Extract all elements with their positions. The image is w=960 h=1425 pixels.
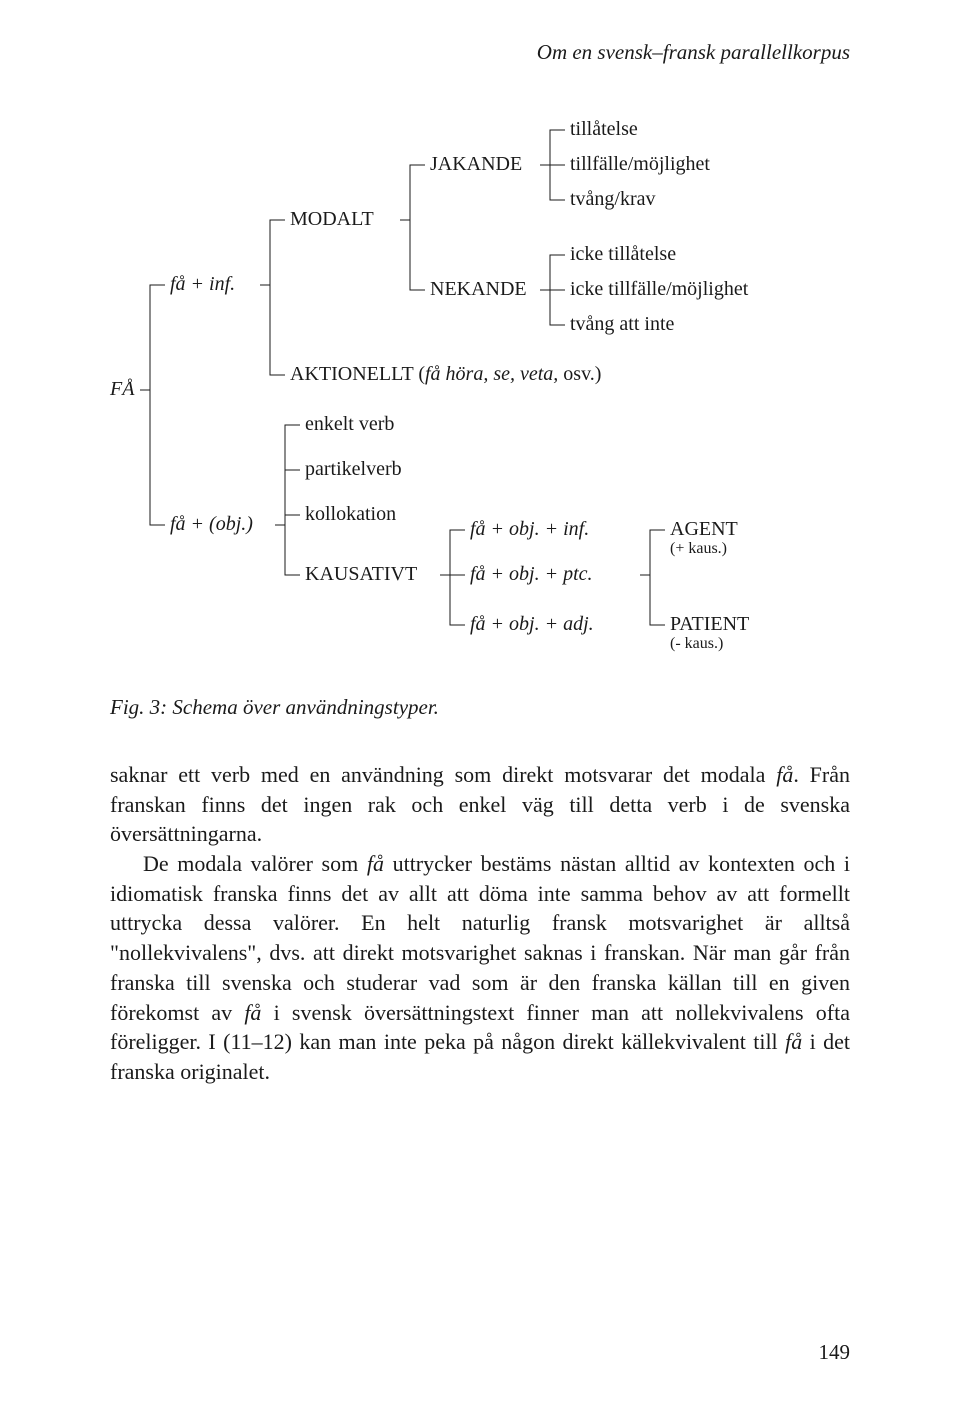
node-tillatelse: tillåtelse — [570, 118, 638, 141]
node-fa-obj-ptc: få + obj. + ptc. — [470, 563, 593, 586]
paragraph-1: saknar ett verb med en användning som di… — [110, 760, 850, 849]
node-tvang-att-inte: tvång att inte — [570, 313, 674, 336]
p1a: saknar ett verb med en användning som di… — [110, 762, 776, 787]
node-icke-tillfalle: icke tillfälle/möjlighet — [570, 278, 748, 301]
p2b: få — [367, 851, 384, 876]
node-tillfalle: tillfälle/möjlighet — [570, 153, 710, 176]
tree-diagram: FÅ få + inf. få + (obj.) MODALT AKTIONEL… — [110, 105, 850, 665]
node-fa-obj: få + (obj.) — [170, 513, 253, 536]
p2f: få — [785, 1029, 802, 1054]
p1b: få — [776, 762, 793, 787]
aktionellt-it: få höra, se, veta, — [425, 363, 558, 385]
p2a: De modala valörer som — [143, 851, 367, 876]
node-kausativt: KAUSATIVT — [305, 563, 417, 586]
node-jakande: JAKANDE — [430, 153, 522, 176]
page-number: 149 — [819, 1340, 851, 1365]
paragraph-2: De modala valörer som få uttrycker bestä… — [110, 849, 850, 1087]
node-fa-obj-inf: få + obj. + inf. — [470, 518, 589, 541]
p2c: uttrycker bestäms nästan alltid av konte… — [110, 851, 850, 1024]
node-patient: PATIENT — [670, 613, 749, 636]
node-icke-tillatelse: icke tillåtelse — [570, 243, 676, 266]
aktionellt-post: osv.) — [558, 363, 601, 385]
running-header: Om en svensk–fransk parallellkorpus — [110, 40, 850, 65]
node-patient-note: (- kaus.) — [670, 635, 723, 653]
node-enkelt-verb: enkelt verb — [305, 413, 394, 436]
node-modalt: MODALT — [290, 208, 374, 231]
node-fa-obj-adj: få + obj. + adj. — [470, 613, 594, 636]
aktionellt-pre: AKTIONELLT ( — [290, 363, 425, 385]
p2d: få — [244, 1000, 261, 1025]
node-nekande: NEKANDE — [430, 278, 527, 301]
figure-caption: Fig. 3: Schema över användningstyper. — [110, 695, 850, 720]
node-tvangkrav: tvång/krav — [570, 188, 656, 211]
node-fa-inf: få + inf. — [170, 273, 235, 296]
node-kollokation: kollokation — [305, 503, 396, 526]
node-aktionellt: AKTIONELLT (få höra, se, veta, osv.) — [290, 363, 601, 386]
node-partikelverb: partikelverb — [305, 458, 402, 481]
node-root: FÅ — [110, 378, 134, 401]
body-text: saknar ett verb med en användning som di… — [110, 760, 850, 1087]
node-agent: AGENT — [670, 518, 738, 541]
node-agent-note: (+ kaus.) — [670, 540, 727, 558]
